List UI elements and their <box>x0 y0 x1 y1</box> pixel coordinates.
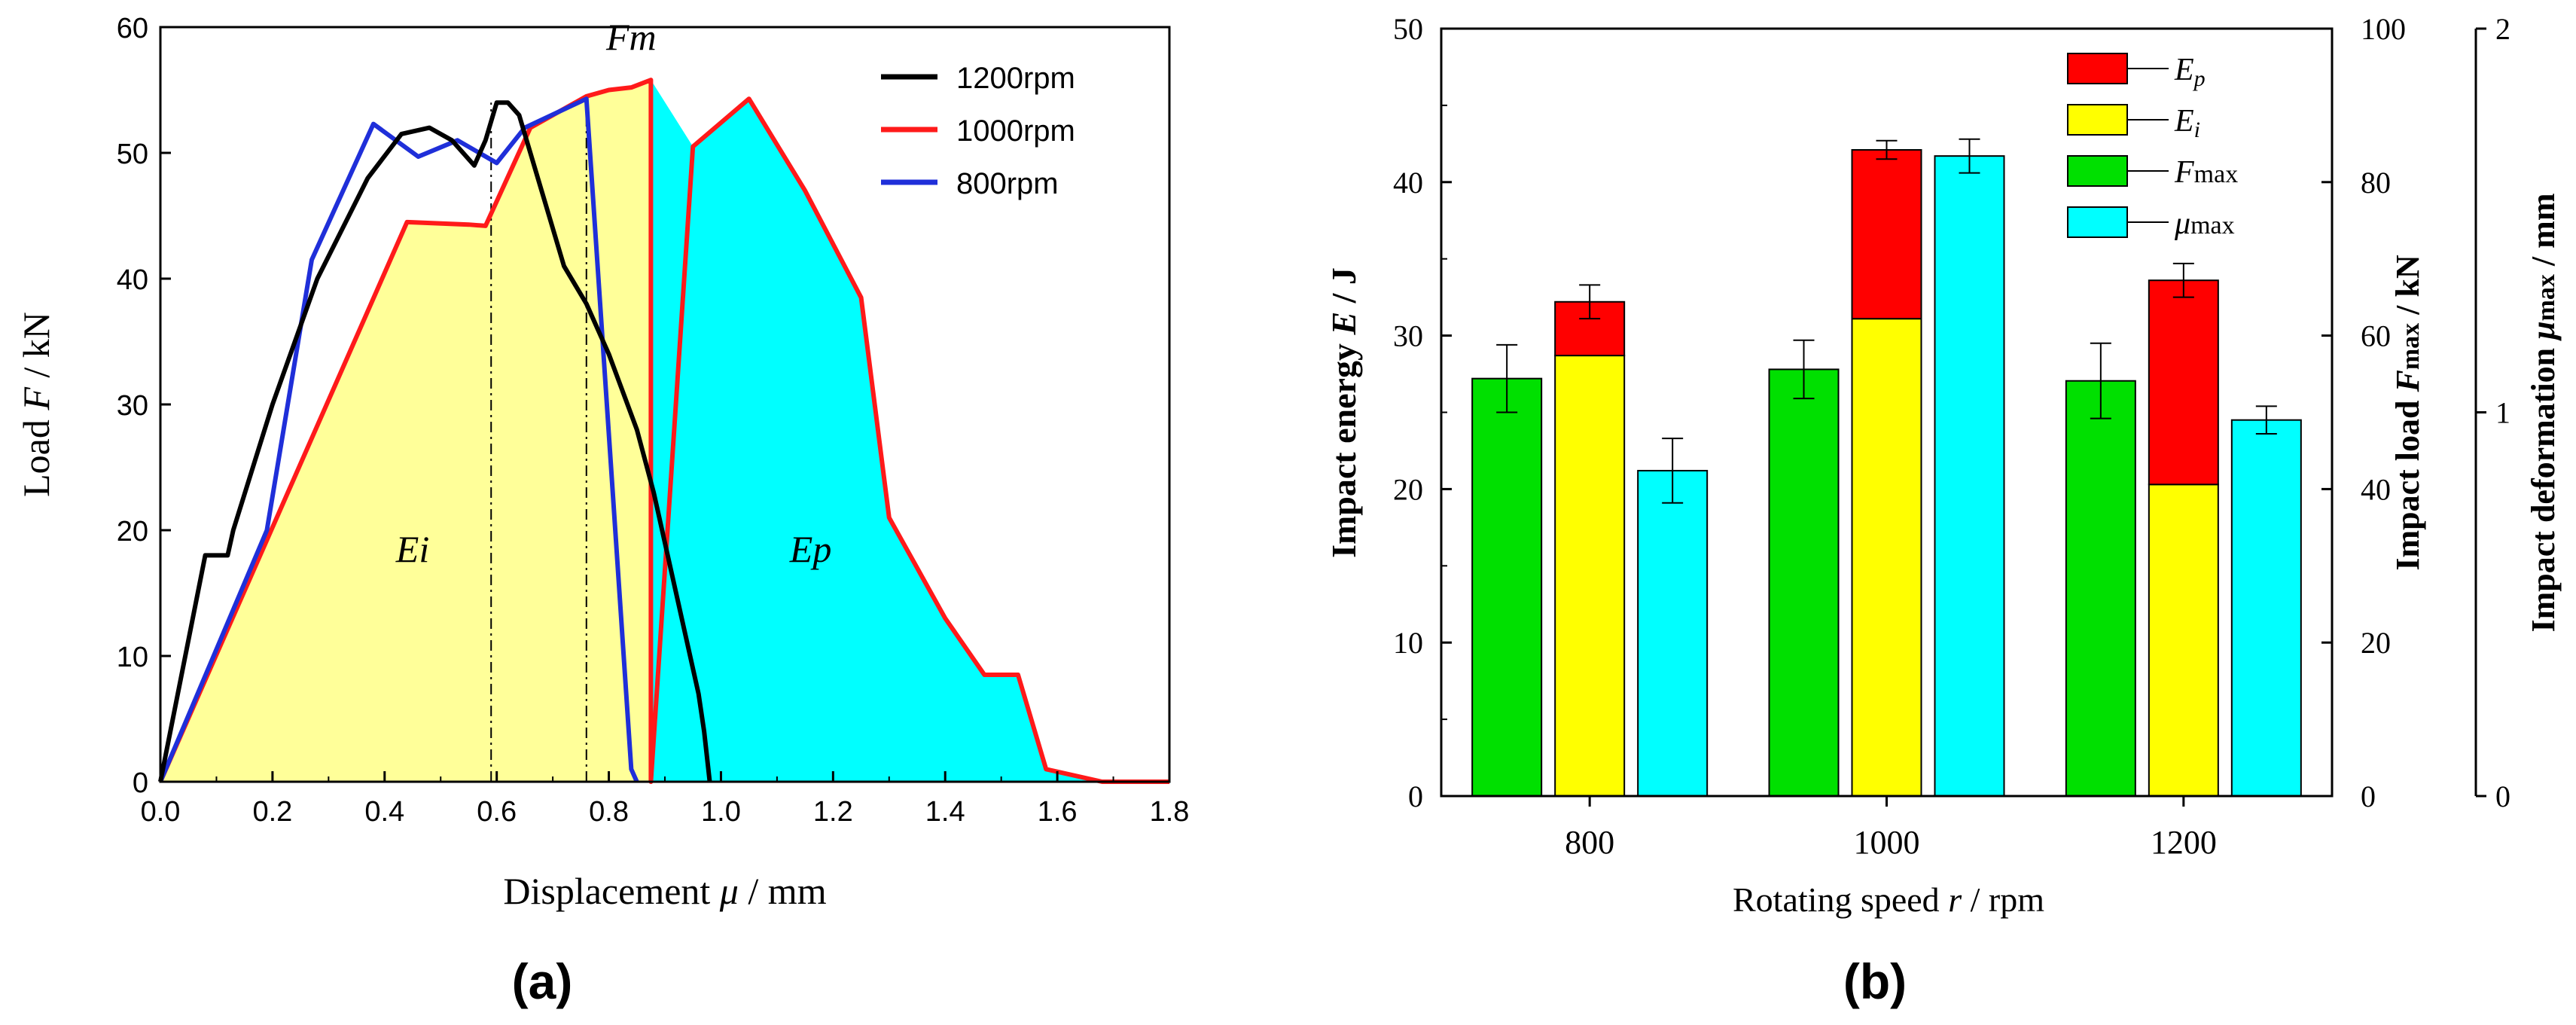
b-bar-fmax-1200 <box>2065 380 2136 797</box>
a-x-tick-label: 1.4 <box>925 796 965 828</box>
b-energy-tick-label: 0 <box>1408 779 1423 813</box>
b-energy-tick-label: 30 <box>1393 319 1423 353</box>
a-y-tick-label: 0 <box>133 767 148 799</box>
a-legend-label-1000rpm: 1000rpm <box>956 114 1075 148</box>
b-legend-swatch-fmax <box>2067 155 2128 187</box>
a-y-tick-label: 50 <box>117 139 148 170</box>
a-y-tick-label: 10 <box>117 642 148 673</box>
b-legend-label-ep: Ep <box>2174 53 2206 91</box>
b-bar-ep-1000 <box>1851 149 1922 320</box>
b-load-tick-label: 0 <box>2361 779 2376 813</box>
b-panel-label: (b) <box>1843 953 1907 1009</box>
a-x-tick-label: 0.8 <box>589 796 629 828</box>
b-load-tick-label: 60 <box>2361 319 2391 353</box>
b-load-axis-label: Impact load Fmax / kN <box>2389 255 2426 571</box>
a-x-tick-label: 0.0 <box>141 796 181 828</box>
b-bar-fmax-800 <box>1471 377 1543 797</box>
a-x-axis-label: Displacement μ / mm <box>503 870 826 912</box>
a-legend: 1200rpm 1000rpm 800rpm <box>881 62 1075 200</box>
b-energy-tick-label: 50 <box>1393 12 1423 46</box>
a-x-tick-label: 0.6 <box>477 796 517 828</box>
b-deformation-tick-label: 0 <box>2495 779 2510 813</box>
b-bar-ei-800 <box>1554 355 1626 797</box>
b-energy-tick-label: 20 <box>1393 472 1423 506</box>
a-annotation-fm: Fm <box>605 16 657 58</box>
b-bar-ei-1200 <box>2148 484 2219 797</box>
b-x-tick-label-1200: 1200 <box>2151 824 2217 861</box>
b-bar-ei-1000 <box>1851 318 1922 797</box>
b-bar-umax-1000 <box>1934 155 2005 798</box>
b-load-tick-label: 20 <box>2361 626 2391 660</box>
b-legend-label-umax: μmax <box>2174 206 2235 241</box>
b-load-tick-label: 80 <box>2361 166 2391 200</box>
b-deformation-axis-label: Impact deformation μmax / mm <box>2525 194 2562 633</box>
b-bar-umax-800 <box>1637 469 1709 797</box>
b-deformation-tick-label: 1 <box>2495 396 2510 430</box>
b-bar-fmax-1000 <box>1768 368 1840 798</box>
b-bar-umax-1200 <box>2230 419 2302 797</box>
b-energy-tick-label: 40 <box>1393 166 1423 200</box>
a-annotation-ep: Ep <box>789 528 832 570</box>
a-y-tick-label: 60 <box>117 13 148 44</box>
panel-a: 0.0 0.2 0.4 0.6 0.8 1.0 1.2 1.4 1.6 1.8 0 10 20 30 40 5… <box>15 13 1189 1009</box>
b-x-tick-label-1000: 1000 <box>1854 824 1920 861</box>
a-x-tick-label: 1.2 <box>813 796 853 828</box>
a-x-tick-label: 0.4 <box>364 796 404 828</box>
a-legend-label-1200rpm: 1200rpm <box>956 62 1075 95</box>
a-x-tick-label: 0.2 <box>252 796 292 828</box>
a-y-tick-label: 30 <box>117 390 148 422</box>
a-y-axis-label: Load F / kN <box>15 312 57 497</box>
a-annotation-ei: Ei <box>395 528 429 570</box>
b-legend-label-ei: Ei <box>2174 104 2200 142</box>
a-x-tick-label: 1.6 <box>1038 796 1078 828</box>
b-x-tick-label-800: 800 <box>1565 824 1614 861</box>
a-y-tick-label: 40 <box>117 264 148 296</box>
b-energy-tick-label: 10 <box>1393 626 1423 660</box>
a-series-lines <box>158 78 1169 784</box>
b-legend-swatch-umax <box>2067 206 2128 238</box>
b-bars <box>1471 149 2302 798</box>
a-legend-label-800rpm: 800rpm <box>956 167 1059 200</box>
b-energy-axis-label: Impact energy E / J <box>1325 267 1363 558</box>
a-series-line-1000rpm <box>158 78 1169 784</box>
b-legend-swatch-ei <box>2067 104 2128 136</box>
b-legend-label-fmax: Fmax <box>2174 155 2238 190</box>
a-x-tick-label: 1.0 <box>701 796 741 828</box>
b-legend: Ep Ei Fmax μmax <box>2067 53 2238 241</box>
b-bar-ep-1200 <box>2148 279 2219 486</box>
a-x-tick-label: 1.8 <box>1150 796 1190 828</box>
b-error-bars <box>1496 138 2277 504</box>
a-y-tick-label: 20 <box>117 516 148 548</box>
a-series-line-800rpm <box>158 96 639 783</box>
b-x-axis-label: Rotating speed r / rpm <box>1733 880 2044 919</box>
b-deformation-tick-label: 2 <box>2495 12 2510 46</box>
a-fill-ei <box>160 80 651 782</box>
a-axis-ticks: 0.0 0.2 0.4 0.6 0.8 1.0 1.2 1.4 1.6 1.8 0 10 20 30 40 5… <box>117 13 1190 828</box>
a-panel-label: (a) <box>512 953 573 1009</box>
b-load-tick-label: 100 <box>2361 12 2406 46</box>
b-legend-swatch-ep <box>2067 53 2128 84</box>
a-series-line-1200rpm <box>158 100 712 782</box>
b-load-tick-label: 40 <box>2361 472 2391 506</box>
